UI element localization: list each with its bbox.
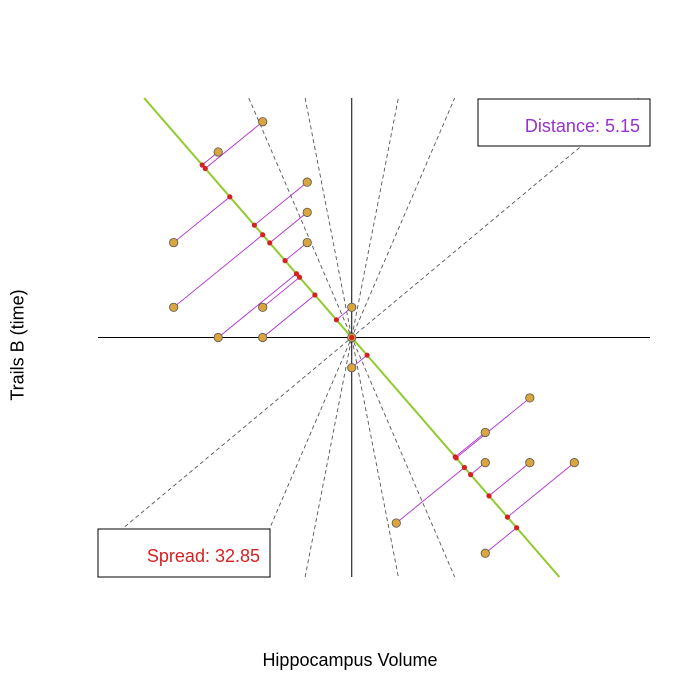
residual-line xyxy=(485,527,517,554)
residual-lines xyxy=(173,121,575,554)
data-point xyxy=(347,363,357,373)
projection-point xyxy=(296,274,303,280)
residual-line xyxy=(254,181,308,226)
data-point xyxy=(525,458,535,468)
projection-point xyxy=(260,232,266,238)
residual-line xyxy=(217,273,297,338)
data-point xyxy=(302,177,312,187)
guide-line xyxy=(304,97,399,578)
y-axis-label: Trails B (time) xyxy=(7,289,28,401)
residual-line xyxy=(395,467,465,524)
data-point xyxy=(258,332,268,343)
guide-line xyxy=(97,97,640,550)
projection-point xyxy=(333,317,339,323)
projection-point xyxy=(199,162,205,168)
spread-label: Spread: 32.85 xyxy=(147,546,260,566)
data-point xyxy=(169,237,179,248)
residual-line xyxy=(507,462,575,518)
residual-line xyxy=(173,234,263,308)
projection-point xyxy=(312,292,318,298)
projection-point xyxy=(293,271,300,277)
data-point xyxy=(480,427,490,438)
data-point xyxy=(480,458,490,468)
spread-annotation: Spread: 32.85 xyxy=(97,528,271,578)
distance-label: Distance: 5.15 xyxy=(525,116,640,136)
data-points xyxy=(169,117,579,558)
residual-line xyxy=(455,397,531,459)
projection-point xyxy=(227,194,233,200)
projection-point xyxy=(468,472,474,478)
residual-line xyxy=(284,242,308,261)
residual-line xyxy=(173,196,231,243)
projection-point xyxy=(267,240,273,246)
projection-point xyxy=(514,525,520,531)
distance-box xyxy=(477,98,651,147)
axes xyxy=(98,98,650,577)
residual-line xyxy=(204,121,263,169)
guide-line xyxy=(304,97,399,578)
residual-line xyxy=(262,294,316,338)
data-point xyxy=(169,302,179,312)
projection-point xyxy=(486,493,492,499)
x-axis-label: Hippocampus Volume xyxy=(262,650,438,670)
distance-annotation: Distance: 5.15 xyxy=(477,98,651,147)
projection-point xyxy=(349,334,355,341)
data-point xyxy=(258,117,268,127)
data-point xyxy=(302,207,312,217)
projection-point xyxy=(461,464,468,471)
residual-line xyxy=(269,212,308,244)
projection-point xyxy=(504,514,511,520)
data-point xyxy=(347,302,357,312)
projection-point xyxy=(202,165,208,172)
residual-line xyxy=(454,432,486,458)
data-point xyxy=(525,393,535,403)
projection-point xyxy=(282,258,288,264)
projection-points xyxy=(199,162,520,531)
residual-line xyxy=(488,462,531,497)
data-point xyxy=(302,237,312,248)
projection-point xyxy=(251,222,257,228)
data-point xyxy=(569,458,579,468)
data-point xyxy=(213,147,223,157)
data-point xyxy=(480,548,490,558)
data-point xyxy=(258,302,268,312)
data-point xyxy=(213,332,223,343)
projection-point xyxy=(452,454,458,460)
projection-point xyxy=(364,352,370,358)
data-point xyxy=(391,518,401,528)
spread-box xyxy=(97,528,271,578)
residual-line xyxy=(262,276,300,308)
